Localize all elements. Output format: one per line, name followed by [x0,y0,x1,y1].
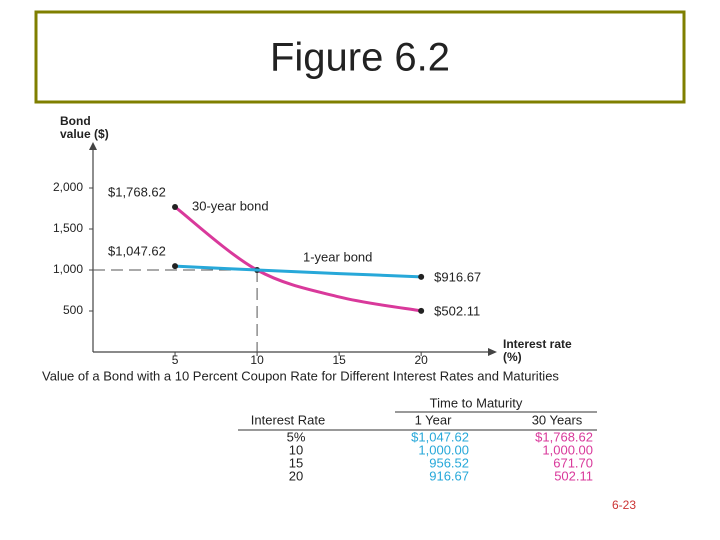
point [418,273,425,280]
table-cell: 15 [289,455,303,470]
point [172,263,179,270]
x-tick-label: 5 [172,353,179,367]
table-cell: $1,768.62 [535,429,593,444]
y-tick-label: 500 [63,303,83,317]
table-cell: 502.11 [554,468,593,483]
table-cell: 1,000.00 [542,442,593,457]
x-arrow [488,348,497,356]
value-label: $1,768.62 [108,184,166,199]
table-column-header: 1 Year [415,412,453,427]
table-group-header: Time to Maturity [430,395,523,410]
value-label: $502.11 [434,303,480,318]
y-axis-label: Bond value ($) [60,114,109,141]
y-tick-label: 1,500 [53,221,83,235]
title-box [34,10,686,104]
series-name: 30-year bond [192,198,269,213]
table-cell: 671.70 [553,455,593,470]
table-cell: 5% [287,429,306,444]
slide-title: Figure 6.2 [270,36,450,80]
value-label: $916.67 [434,269,481,284]
table-cell: 916.67 [429,468,469,483]
table-cell: 20 [289,468,303,483]
x-tick-label: 10 [250,353,264,367]
table-cell: 10 [289,442,303,457]
table-cell: 956.52 [429,455,469,470]
point [172,203,179,210]
point [418,307,425,314]
y-arrow [89,142,97,150]
x-tick-label: 20 [414,353,428,367]
footer: 6-23 [612,498,636,512]
table-cell: 1,000.00 [418,442,469,457]
series-line [174,264,422,279]
y-tick-label: 2,000 [53,180,83,194]
x-tick-label: 15 [332,353,346,367]
caption: Value of a Bond with a 10 Percent Coupon… [42,368,559,383]
series-name: 1-year bond [303,249,372,264]
y-tick-label: 1,000 [53,262,83,276]
value-label: $1,047.62 [108,244,166,259]
table-cell: $1,047.62 [411,429,469,444]
table-column-header: Interest Rate [251,412,325,427]
table-column-header: 30 Years [532,412,583,427]
series-line [174,205,422,313]
x-axis-label: Interest rate (%) [503,337,572,364]
